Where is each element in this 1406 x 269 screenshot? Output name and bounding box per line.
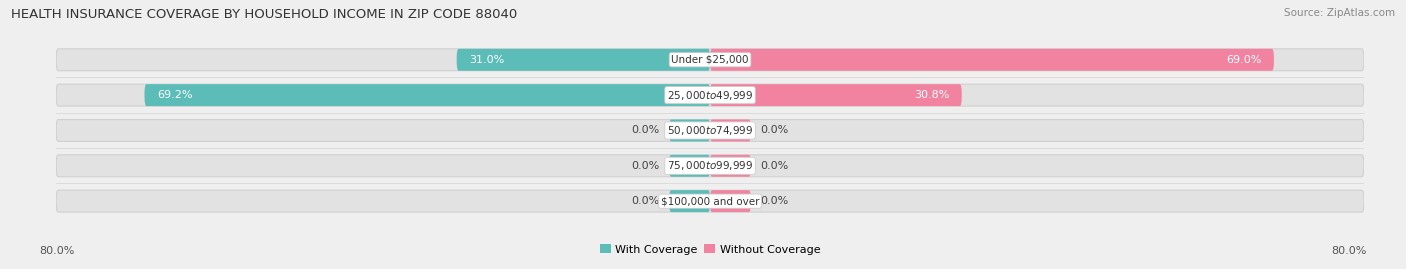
Text: 69.2%: 69.2% [156,90,193,100]
Text: HEALTH INSURANCE COVERAGE BY HOUSEHOLD INCOME IN ZIP CODE 88040: HEALTH INSURANCE COVERAGE BY HOUSEHOLD I… [11,8,517,21]
Text: 0.0%: 0.0% [631,161,659,171]
FancyBboxPatch shape [56,190,1364,212]
FancyBboxPatch shape [56,84,1364,106]
Text: 0.0%: 0.0% [761,161,789,171]
FancyBboxPatch shape [710,190,751,212]
FancyBboxPatch shape [669,190,710,212]
FancyBboxPatch shape [669,119,710,141]
FancyBboxPatch shape [710,119,751,141]
Text: 80.0%: 80.0% [1331,246,1367,256]
Legend: With Coverage, Without Coverage: With Coverage, Without Coverage [599,245,821,255]
FancyBboxPatch shape [669,155,710,177]
Text: $25,000 to $49,999: $25,000 to $49,999 [666,89,754,102]
Text: $100,000 and over: $100,000 and over [661,196,759,206]
FancyBboxPatch shape [56,119,1364,141]
Text: 30.8%: 30.8% [914,90,949,100]
FancyBboxPatch shape [145,84,710,106]
FancyBboxPatch shape [710,84,962,106]
Text: 69.0%: 69.0% [1226,55,1261,65]
Text: 0.0%: 0.0% [761,125,789,136]
FancyBboxPatch shape [710,155,751,177]
Text: Under $25,000: Under $25,000 [671,55,749,65]
Text: $75,000 to $99,999: $75,000 to $99,999 [666,159,754,172]
FancyBboxPatch shape [56,49,1364,71]
FancyBboxPatch shape [457,49,710,71]
Text: $50,000 to $74,999: $50,000 to $74,999 [666,124,754,137]
Text: 0.0%: 0.0% [631,125,659,136]
Text: 0.0%: 0.0% [631,196,659,206]
Text: 31.0%: 31.0% [470,55,505,65]
FancyBboxPatch shape [710,49,1274,71]
FancyBboxPatch shape [56,155,1364,177]
Text: 0.0%: 0.0% [761,196,789,206]
Text: Source: ZipAtlas.com: Source: ZipAtlas.com [1284,8,1395,18]
Text: 80.0%: 80.0% [39,246,75,256]
